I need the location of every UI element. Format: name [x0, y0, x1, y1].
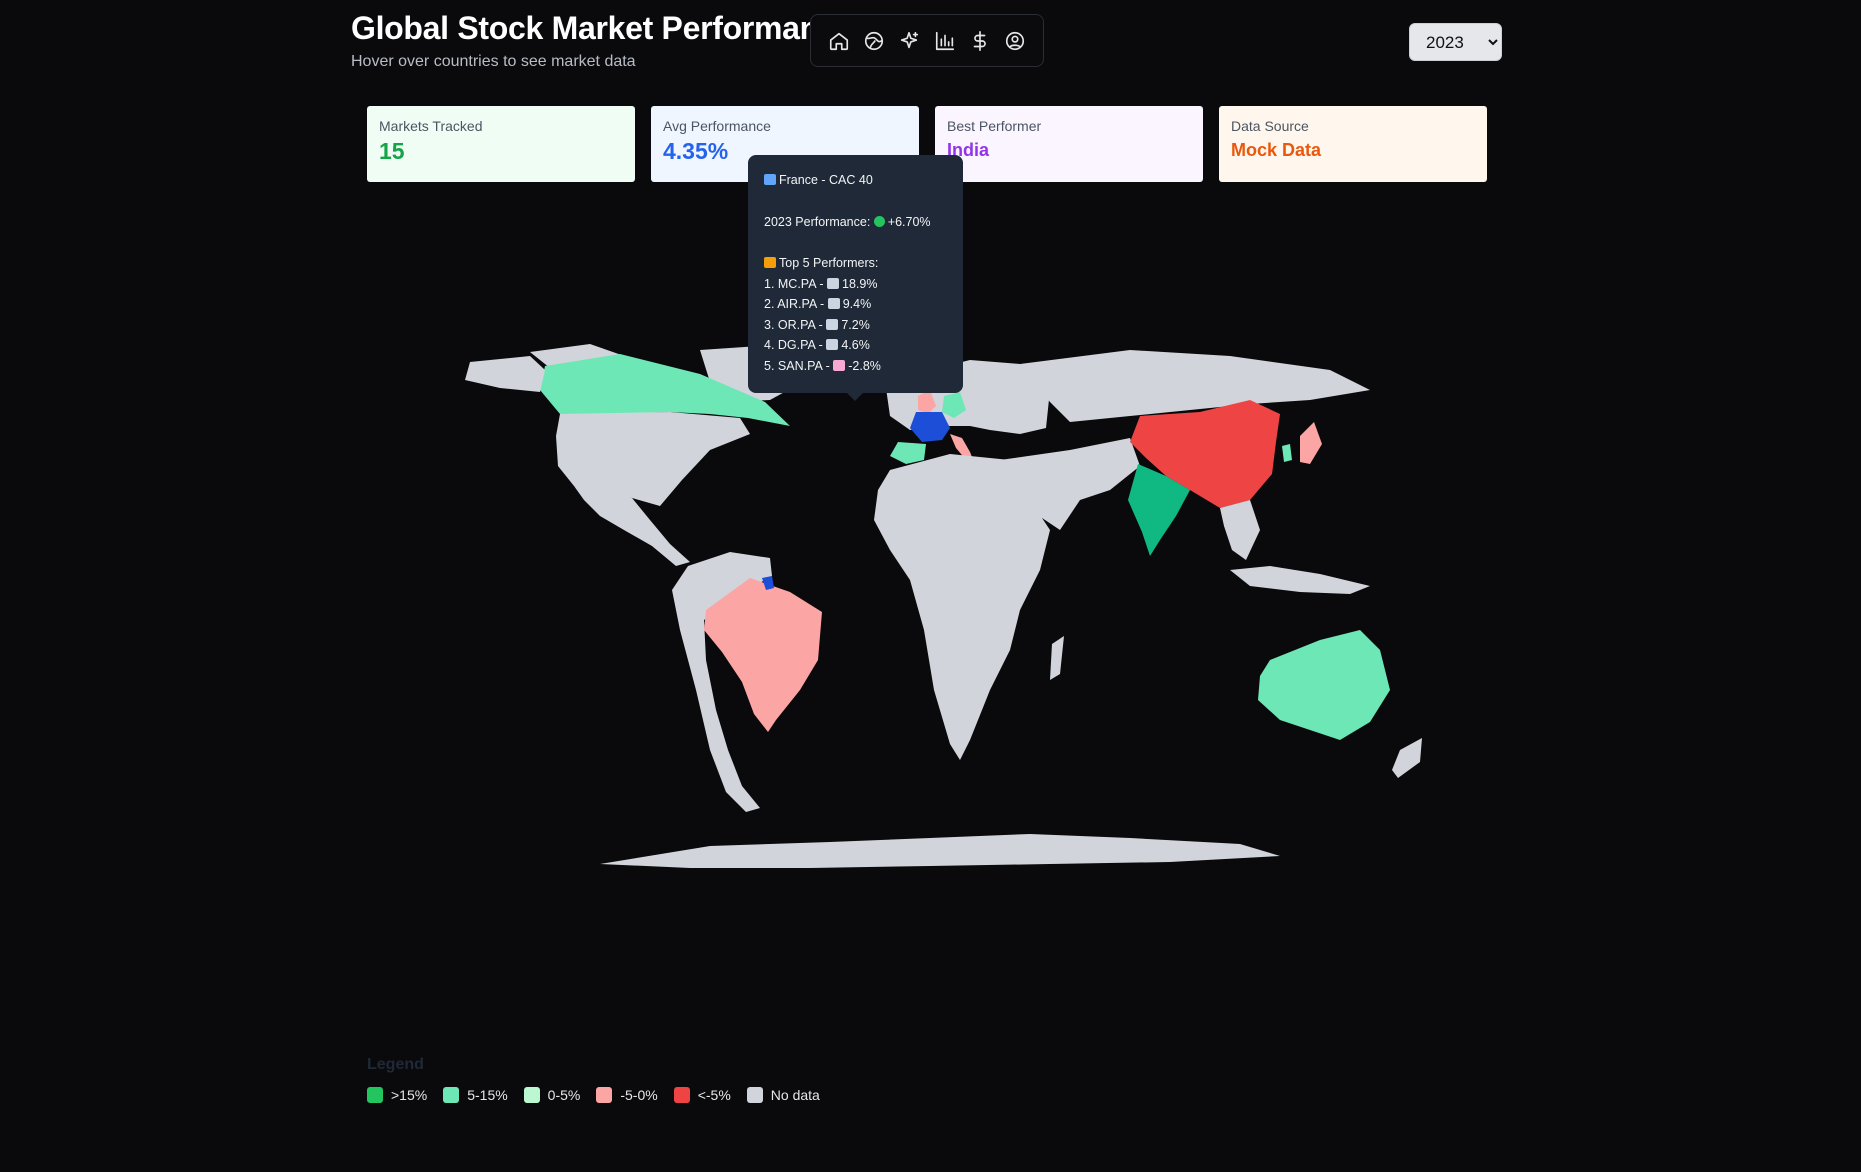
- legend-title: Legend: [367, 1056, 424, 1073]
- top-performer-value: 9.4%: [842, 297, 872, 311]
- trend-up-icon: [827, 298, 840, 309]
- year-select[interactable]: 2023: [1409, 23, 1502, 61]
- country-africa[interactable]: [874, 454, 1050, 760]
- trend-down-icon: [833, 359, 846, 371]
- country-southeast-asia[interactable]: [1220, 500, 1260, 560]
- best-performer-label: Best Performer: [947, 118, 1042, 134]
- best-performer-value: India: [947, 140, 990, 160]
- markets-tracked-card: Markets Tracked 15: [367, 106, 635, 182]
- data-source-value: Mock Data: [1231, 140, 1322, 160]
- world-map[interactable]: [370, 330, 1490, 890]
- legend-swatch: [673, 1087, 690, 1103]
- trend-up-icon: [826, 318, 839, 330]
- legend-swatch: [443, 1087, 460, 1103]
- country-india[interactable]: [1128, 464, 1190, 556]
- country-italy[interactable]: [950, 434, 974, 462]
- legend-label: No data: [770, 1087, 820, 1103]
- legend-swatch: [596, 1087, 613, 1103]
- legend-item: -5-0%: [596, 1087, 658, 1103]
- markets-tracked-value: 15: [379, 138, 405, 164]
- country-korea[interactable]: [1282, 444, 1292, 462]
- legend-swatch: [523, 1087, 540, 1103]
- country-brazil[interactable]: [704, 578, 822, 732]
- country-mexico[interactable]: [574, 486, 690, 566]
- top-performer-item: 3. OR.PA - 7.2%: [764, 315, 947, 336]
- country-germany[interactable]: [942, 392, 966, 418]
- top-performer-value: 4.6%: [841, 338, 870, 352]
- top-performer-item: 4. DG.PA - 4.6%: [764, 335, 947, 356]
- chart-icon: [764, 174, 776, 185]
- trend-up-icon: [826, 339, 839, 350]
- markets-tracked-label: Markets Tracked: [379, 118, 483, 134]
- legend: >15% 5-15% 0-5% -5-0% <-5% No data: [367, 1087, 820, 1103]
- legend-item: 0-5%: [523, 1087, 581, 1103]
- top-performer-value: -2.8%: [848, 358, 881, 373]
- legend-item: <-5%: [673, 1087, 731, 1103]
- legend-swatch: [367, 1087, 383, 1103]
- country-spain[interactable]: [890, 442, 926, 464]
- legend-label: <-5%: [697, 1087, 731, 1103]
- top-performers-title: Top 5 Performers:: [779, 256, 879, 270]
- performance-label: 2023 Performance:: [764, 214, 871, 229]
- legend-label: 5-15%: [467, 1087, 508, 1103]
- top-performer-ticker: 4. DG.PA -: [764, 338, 823, 352]
- country-australia[interactable]: [1258, 630, 1390, 740]
- country-canada[interactable]: [540, 354, 790, 426]
- country-new-zealand[interactable]: [1392, 738, 1422, 778]
- data-source-label: Data Source: [1231, 118, 1309, 134]
- country-usa[interactable]: [556, 412, 750, 506]
- page-subtitle: Hover over countries to see market data: [351, 53, 636, 70]
- top-performer-item: 5. SAN.PA - -2.8%: [764, 356, 947, 377]
- country-france[interactable]: [910, 412, 950, 442]
- legend-item: No data: [746, 1087, 820, 1103]
- legend-label: -5-0%: [620, 1087, 658, 1103]
- country-middle-east[interactable]: [1000, 438, 1140, 530]
- top-performer-value: 18.9%: [842, 276, 878, 291]
- best-performer-card: Best Performer India: [935, 106, 1203, 182]
- page-title: Global Stock Market Performance: [351, 10, 854, 46]
- top-navbar: [810, 14, 1044, 67]
- country-indonesia[interactable]: [1230, 566, 1370, 594]
- top-performer-item: 2. AIR.PA - 9.4%: [764, 294, 947, 315]
- tooltip-header: France - CAC 40: [764, 170, 947, 191]
- country-tooltip: France - CAC 40 2023 Performance: +6.70%…: [748, 155, 963, 401]
- avg-performance-value: 4.35%: [663, 138, 729, 164]
- legend-item: >15%: [367, 1087, 427, 1103]
- country-french-guiana[interactable]: [762, 576, 774, 590]
- country-russia[interactable]: [1020, 350, 1370, 422]
- trophy-icon: [764, 257, 776, 268]
- globe-icon[interactable]: [860, 27, 888, 55]
- tooltip-header-text: France - CAC 40: [779, 173, 873, 187]
- top-performer-ticker: 1. MC.PA -: [764, 276, 824, 291]
- home-icon[interactable]: [825, 27, 853, 55]
- green-circle-icon: [873, 215, 885, 227]
- top-performer-value: 7.2%: [841, 317, 870, 332]
- legend-swatch: [746, 1087, 763, 1103]
- performance-value: +6.70%: [887, 214, 931, 229]
- country-madagascar[interactable]: [1050, 636, 1064, 680]
- sparkles-icon[interactable]: [895, 27, 923, 55]
- tooltip-top-title: Top 5 Performers:: [764, 253, 947, 274]
- top-performer-ticker: 2. AIR.PA -: [764, 297, 825, 311]
- top-performer-ticker: 5. SAN.PA -: [764, 358, 830, 373]
- trend-up-icon: [827, 277, 839, 289]
- tooltip-performance: 2023 Performance: +6.70%: [764, 212, 947, 233]
- user-icon[interactable]: [1001, 27, 1029, 55]
- country-south-america[interactable]: [672, 552, 772, 812]
- legend-label: 0-5%: [547, 1087, 581, 1103]
- bar-chart-icon[interactable]: [931, 27, 959, 55]
- country-uk[interactable]: [918, 390, 936, 414]
- data-source-card: Data Source Mock Data: [1219, 106, 1487, 182]
- dollar-icon[interactable]: [966, 27, 994, 55]
- country-alaska[interactable]: [465, 356, 545, 392]
- country-antarctica[interactable]: [600, 834, 1280, 868]
- country-china[interactable]: [1130, 400, 1280, 508]
- top-performer-ticker: 3. OR.PA -: [764, 317, 823, 332]
- top-performer-item: 1. MC.PA - 18.9%: [764, 274, 947, 295]
- avg-performance-label: Avg Performance: [663, 118, 771, 134]
- legend-label: >15%: [391, 1087, 428, 1103]
- country-japan[interactable]: [1300, 422, 1322, 464]
- legend-item: 5-15%: [443, 1087, 508, 1103]
